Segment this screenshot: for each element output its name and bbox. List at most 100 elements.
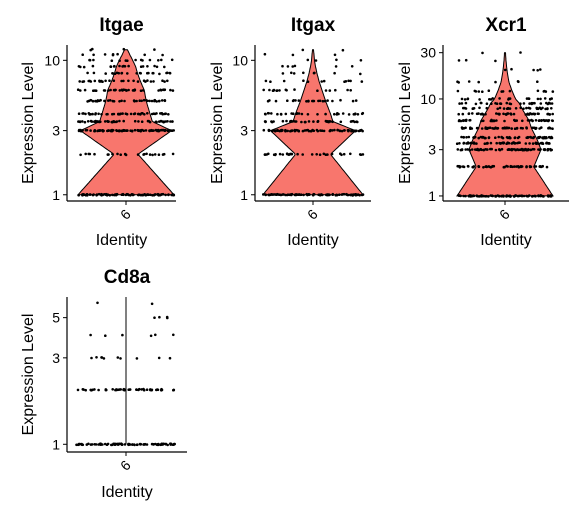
data-point (486, 142, 489, 145)
data-point (333, 128, 336, 132)
data-point (86, 71, 89, 75)
data-point (103, 89, 107, 92)
data-point (140, 388, 143, 391)
data-point (340, 193, 344, 196)
data-point (481, 90, 484, 93)
data-point (324, 119, 328, 123)
data-point (142, 98, 146, 102)
data-point (88, 58, 92, 62)
data-point (91, 47, 94, 51)
data-point (153, 316, 156, 320)
data-point (281, 72, 285, 75)
data-point (549, 147, 552, 151)
data-point (489, 141, 493, 145)
data-point (285, 119, 288, 123)
data-point (91, 99, 95, 103)
data-point (455, 142, 459, 145)
data-point (528, 102, 531, 105)
data-point (113, 193, 116, 197)
data-point (339, 152, 342, 155)
data-point (167, 113, 170, 116)
data-point (534, 165, 538, 168)
data-point (526, 112, 529, 116)
data-point (148, 153, 152, 156)
data-point (470, 148, 474, 151)
data-point (360, 193, 364, 197)
data-point (547, 101, 551, 105)
data-point (306, 58, 310, 62)
data-point (160, 99, 164, 102)
data-point (142, 79, 146, 82)
data-point (330, 152, 334, 156)
data-point (300, 120, 303, 124)
data-point (506, 165, 510, 168)
data-point (120, 443, 124, 446)
data-point (462, 127, 466, 130)
data-point (508, 102, 512, 105)
data-point (505, 113, 508, 116)
data-point (528, 107, 532, 110)
data-point (140, 120, 144, 123)
data-point (458, 142, 461, 145)
data-point (89, 129, 92, 132)
data-point (144, 129, 148, 132)
data-point (478, 106, 481, 110)
data-point (133, 119, 137, 123)
data-point (110, 59, 114, 62)
data-point (467, 135, 471, 139)
data-point (149, 80, 153, 83)
data-point (272, 89, 275, 92)
data-point (98, 129, 101, 132)
data-point (480, 148, 483, 152)
data-point (347, 129, 350, 133)
data-point (152, 443, 155, 446)
data-point (171, 89, 175, 92)
data-point (160, 388, 164, 392)
data-point (479, 101, 483, 105)
data-point (93, 129, 96, 133)
data-point (133, 443, 136, 447)
data-point (129, 194, 132, 197)
data-point (489, 166, 493, 169)
data-point (137, 193, 140, 197)
y-tick-label: 3 (52, 123, 60, 139)
data-point (484, 148, 487, 151)
data-point (148, 58, 152, 62)
data-point (531, 194, 534, 198)
data-point (297, 129, 301, 133)
data-point (274, 99, 278, 103)
data-point (350, 129, 353, 133)
data-point (343, 80, 346, 83)
data-point (116, 356, 120, 359)
data-point (505, 101, 509, 105)
data-point (464, 101, 468, 105)
data-point (263, 120, 267, 123)
data-point (153, 64, 156, 68)
data-point (343, 129, 346, 132)
data-point (490, 119, 494, 123)
data-point (518, 194, 522, 198)
data-point (505, 195, 508, 198)
data-point (158, 120, 161, 123)
data-point (158, 315, 161, 319)
data-point (135, 99, 138, 103)
data-point (88, 152, 92, 156)
data-point (93, 152, 96, 156)
y-tick-label: 1 (240, 187, 248, 203)
data-point (536, 142, 539, 145)
data-point (145, 152, 148, 156)
data-point (356, 120, 359, 124)
data-point (86, 194, 89, 197)
data-point (461, 119, 465, 123)
data-point (546, 107, 549, 111)
data-point (340, 129, 344, 133)
data-point (113, 64, 116, 68)
data-point (84, 388, 87, 392)
data-point (482, 194, 485, 198)
data-point (478, 98, 481, 101)
data-point (515, 126, 519, 130)
data-point (540, 126, 543, 129)
data-point (490, 102, 493, 105)
data-point (502, 112, 505, 116)
data-point (464, 194, 467, 198)
